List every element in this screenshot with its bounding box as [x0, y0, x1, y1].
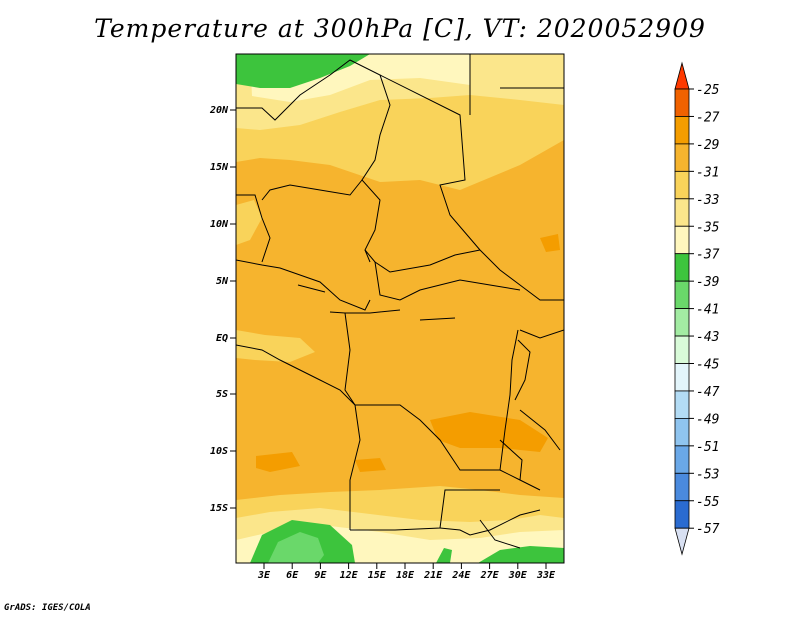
- colorbar-swatch: [674, 417, 690, 447]
- colorbar-swatch: [674, 198, 690, 227]
- colorbar-label: -41: [696, 303, 719, 318]
- lon-tick-label: 18E: [396, 570, 415, 581]
- lat-tick-label: 20N: [209, 105, 229, 116]
- field-patch-west: [236, 200, 262, 245]
- lon-tick-label: 24E: [451, 570, 471, 581]
- lon-tick-label: 6E: [286, 570, 299, 581]
- colorbar-label: -31: [696, 165, 719, 180]
- field-patch-dark1: [430, 412, 548, 452]
- field-patch-dark4: [355, 458, 386, 472]
- field-green-se2: [436, 548, 452, 563]
- colorbar-label: -51: [696, 440, 719, 455]
- longitude-axis: 3E 6E 9E 12E 15E 18E 21E 24E 27E 30E 33E: [257, 563, 556, 581]
- lat-tick-label: EQ: [216, 333, 228, 344]
- colorbar-swatch: [674, 335, 690, 364]
- lat-tick-label: 15S: [210, 503, 228, 514]
- field-patch-eq: [236, 330, 315, 362]
- credit-text: GrADS: IGES/COLA: [4, 603, 91, 613]
- lat-tick-label: 5S: [216, 389, 228, 400]
- colorbar-swatch: [674, 500, 690, 529]
- colorbar-label: -45: [696, 358, 720, 373]
- field-green-se: [478, 546, 564, 563]
- colorbar-swatch: [674, 390, 690, 419]
- colorbar-swatch: [674, 280, 690, 309]
- colorbar-swatch: [674, 363, 690, 392]
- lon-tick-label: 15E: [368, 570, 387, 581]
- colorbar-label: -57: [696, 522, 720, 537]
- colorbar: -25 -27 -29 -31 -33 -35 -37 -39 -41 -43 -45 -47 -49 -…: [674, 61, 720, 556]
- lat-tick-label: 15N: [210, 162, 229, 173]
- map-title: Temperature at 300hPa [C], VT: 202005290…: [94, 14, 706, 43]
- colorbar-swatch: [674, 308, 690, 337]
- colorbar-bottom-arrow: [674, 527, 690, 556]
- colorbar-swatch: [674, 143, 690, 172]
- lon-tick-label: 9E: [314, 570, 327, 581]
- lon-tick-label: 21E: [423, 570, 443, 581]
- temperature-field: [236, 54, 564, 563]
- colorbar-swatch: [674, 472, 690, 502]
- colorbar-label: -35: [696, 220, 720, 235]
- map-frame: [235, 53, 565, 564]
- colorbar-label: -53: [696, 467, 719, 482]
- lat-tick-label: 10N: [210, 219, 229, 230]
- colorbar-label: -43: [696, 330, 719, 345]
- colorbar-label: -49: [696, 412, 719, 427]
- colorbar-label: -37: [696, 248, 720, 263]
- colorbar-swatch: [674, 116, 690, 145]
- colorbar-label: -27: [696, 110, 720, 125]
- colorbar-label: -33: [696, 193, 719, 208]
- lon-tick-label: 12E: [340, 570, 359, 581]
- country-borders: [236, 54, 564, 549]
- field-green-south-light: [268, 532, 324, 563]
- colorbar-label: -29: [696, 138, 719, 153]
- colorbar-swatch: [674, 88, 690, 117]
- colorbar-swatch: [674, 225, 690, 255]
- field-green-north: [236, 54, 370, 88]
- lat-tick-label: 5N: [216, 276, 229, 287]
- lon-tick-label: 27E: [480, 570, 500, 581]
- colorbar-label: -55: [696, 495, 720, 510]
- colorbar-label: -47: [696, 385, 720, 400]
- colorbar-label: -39: [696, 275, 719, 290]
- field-patch-dark2: [256, 452, 300, 472]
- field-patch-dark3: [540, 234, 560, 252]
- colorbar-label: -25: [696, 83, 720, 98]
- lon-tick-label: 3E: [257, 570, 271, 581]
- colorbar-top-arrow: [674, 61, 690, 90]
- colorbar-swatch: [674, 253, 690, 282]
- colorbar-swatch: [674, 445, 690, 474]
- lon-tick-label: 33E: [536, 570, 556, 581]
- colorbar-swatch: [674, 170, 690, 200]
- lat-tick-label: 10S: [210, 446, 228, 457]
- lon-tick-label: 30E: [508, 570, 528, 581]
- latitude-axis: 20N 15N 10N 5N EQ 5S 10S 15S: [209, 105, 236, 514]
